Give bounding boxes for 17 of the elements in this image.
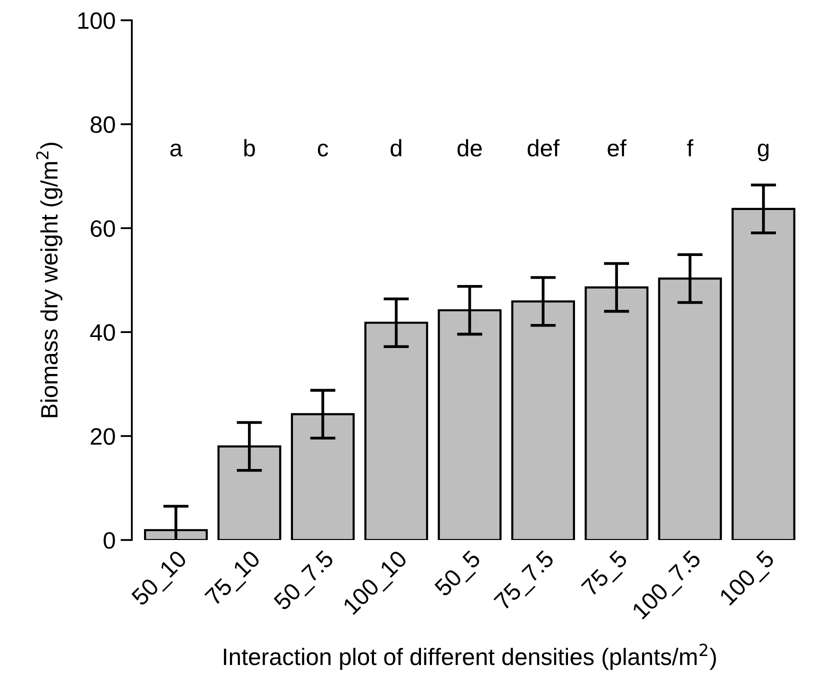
- annotation: d: [390, 139, 402, 157]
- y-tick-label: 40: [90, 324, 115, 341]
- annotation: def: [528, 139, 560, 157]
- y-axis-title: Biomass dry weight (g/m$^{2}$): [36, 142, 62, 418]
- y-tick-label: 80: [90, 116, 115, 133]
- annotation: a: [170, 144, 182, 157]
- annotation: g: [758, 144, 768, 162]
- x-axis-title: Interaction plot of different densities (plants/m$^{2}$): [224, 644, 716, 670]
- y-tick-label: 0: [104, 532, 115, 549]
- annotation: ef: [608, 139, 626, 157]
- y-tick-label: 60: [90, 220, 115, 237]
- annotation: de: [458, 139, 482, 157]
- annotation: f: [687, 139, 694, 156]
- annotation: c: [318, 144, 328, 157]
- annotation: b: [244, 139, 255, 157]
- y-tick-label: 100: [78, 12, 115, 30]
- y-tick-label: 20: [90, 428, 115, 445]
